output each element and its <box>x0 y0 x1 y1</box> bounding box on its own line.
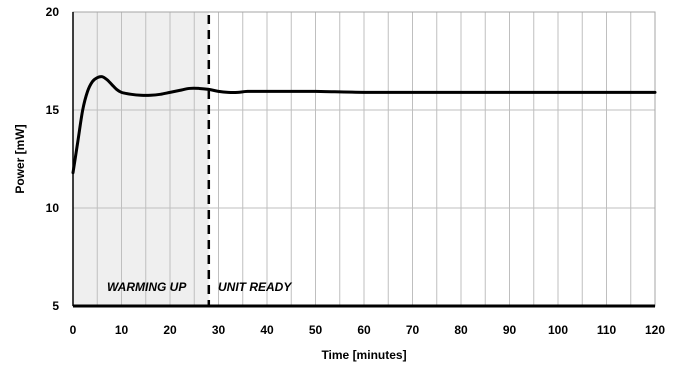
x-tick-label: 10 <box>115 323 129 337</box>
annotation-unit-ready: UNIT READY <box>218 280 292 294</box>
x-tick-label: 0 <box>70 323 77 337</box>
x-tick-label: 20 <box>163 323 177 337</box>
x-axis-title: Time [minutes] <box>321 348 406 362</box>
region-shade-0 <box>73 12 209 306</box>
y-tick-label: 20 <box>46 5 60 19</box>
x-tick-label: 70 <box>406 323 420 337</box>
x-tick-label: 30 <box>212 323 226 337</box>
x-tick-label: 80 <box>454 323 468 337</box>
x-tick-label: 60 <box>357 323 371 337</box>
annotation-warming-up: WARMING UP <box>107 280 187 294</box>
region-layer <box>73 12 656 306</box>
y-axis-title: Power [mW] <box>13 124 27 193</box>
y-tick-label: 10 <box>46 201 60 215</box>
x-tick-label: 50 <box>309 323 323 337</box>
grid-layer <box>73 12 655 306</box>
x-tick-labels: 0 10 20 30 40 50 60 70 80 90 100 110 120 <box>70 323 666 337</box>
y-tick-label: 5 <box>52 299 59 313</box>
x-tick-label: 90 <box>503 323 517 337</box>
x-tick-label: 100 <box>548 323 568 337</box>
x-tick-label: 110 <box>597 323 617 337</box>
region-shade-1 <box>208 12 656 306</box>
x-tick-label: 40 <box>260 323 274 337</box>
x-tick-label: 120 <box>645 323 665 337</box>
y-tick-labels: 5 10 15 20 <box>46 5 60 313</box>
y-tick-label: 15 <box>46 103 60 117</box>
series-line-power <box>71 75 657 175</box>
